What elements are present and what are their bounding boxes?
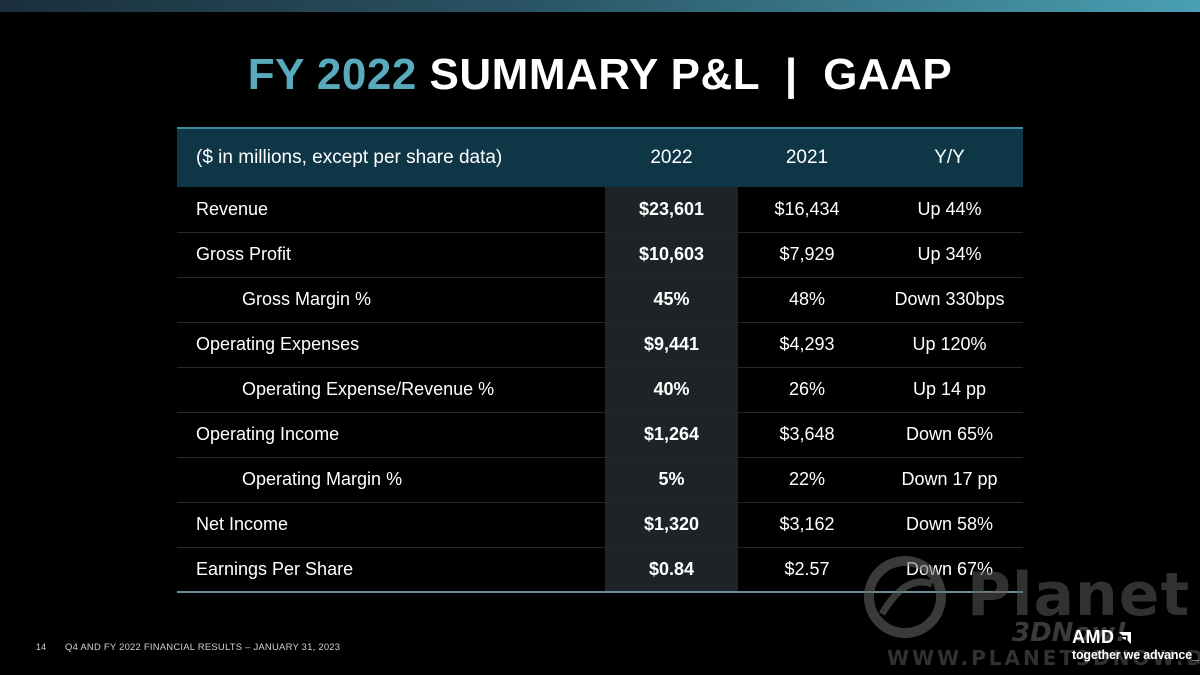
table-header-row: ($ in millions, except per share data) 2… xyxy=(177,128,1023,187)
value-2021: $16,434 xyxy=(774,198,840,219)
amd-tagline: together we advance_ xyxy=(1072,648,1199,662)
value-2022: $1,320 xyxy=(605,502,738,547)
row-label: Net Income xyxy=(196,514,289,534)
value-yoy: Up 44% xyxy=(917,198,982,219)
table-row: Revenue $23,601 $16,434 Up 44% xyxy=(177,187,1023,232)
table-row: Operating Expenses $9,441 $4,293 Up 120% xyxy=(177,322,1023,367)
row-label: Operating Margin % xyxy=(242,469,403,489)
value-yoy: Down 65% xyxy=(905,424,994,444)
value-2022: $9,441 xyxy=(605,322,738,367)
table-row: Earnings Per Share $0.84 $2.57 Down 67% xyxy=(177,547,1023,592)
table-row: Net Income $1,320 $3,162 Down 58% xyxy=(177,502,1023,547)
row-label: Operating Expense/Revenue % xyxy=(242,379,495,399)
value-yoy: Down 67% xyxy=(905,558,994,579)
column-header-2022: 2022 xyxy=(605,128,738,187)
footer-text: Q4 AND FY 2022 FINANCIAL RESULTS – JANUA… xyxy=(65,642,341,653)
table-row: Operating Margin % 5% 22% Down 17 pp xyxy=(177,457,1023,502)
row-label: Revenue xyxy=(196,198,269,219)
value-yoy: Down 330bps xyxy=(894,289,1005,309)
value-2021: 22% xyxy=(788,469,826,489)
value-yoy: Up 120% xyxy=(912,334,987,354)
column-header-2021: 2021 xyxy=(785,147,829,168)
slide-title-accent: FY 2022 xyxy=(247,50,417,99)
value-2022: 40% xyxy=(605,367,738,412)
summary-pl-table: ($ in millions, except per share data) 2… xyxy=(177,127,1023,593)
table-row: Operating Income $1,264 $3,648 Down 65% xyxy=(177,412,1023,457)
row-label: Operating Income xyxy=(196,424,340,444)
value-2022: $1,264 xyxy=(605,412,738,457)
row-label: Earnings Per Share xyxy=(196,558,354,579)
amd-logo: AMD xyxy=(1072,627,1132,648)
row-label: Gross Profit xyxy=(196,244,292,264)
value-2021: 48% xyxy=(788,289,826,309)
page-number: 14 xyxy=(36,642,47,652)
column-header-label: ($ in millions, except per share data) xyxy=(196,147,503,168)
value-2021: $4,293 xyxy=(779,334,835,354)
column-header-yoy: Y/Y xyxy=(934,147,965,168)
amd-arrow-icon xyxy=(1118,631,1131,644)
value-2022: $0.84 xyxy=(605,547,738,592)
table-row: Gross Profit $10,603 $7,929 Up 34% xyxy=(177,232,1023,277)
value-2022: $23,601 xyxy=(605,187,738,232)
row-label: Operating Expenses xyxy=(196,334,360,354)
value-2022: 45% xyxy=(605,277,738,322)
slide-title-rest: SUMMARY P&L | GAAP xyxy=(416,50,953,99)
value-2021: $3,648 xyxy=(779,424,835,444)
value-2021: 26% xyxy=(788,379,826,399)
value-2021: $3,162 xyxy=(779,514,835,534)
value-yoy: Up 34% xyxy=(917,244,982,264)
slide-title: FY 2022 SUMMARY P&L | GAAP xyxy=(0,50,1200,100)
table-row: Operating Expense/Revenue % 40% 26% Up 1… xyxy=(177,367,1023,412)
amd-logo-text: AMD xyxy=(1072,627,1115,647)
value-2021: $2.57 xyxy=(784,558,830,579)
value-yoy: Down 58% xyxy=(905,514,994,534)
value-yoy: Down 17 pp xyxy=(901,469,998,489)
value-2021: $7,929 xyxy=(779,244,835,264)
value-2022: $10,603 xyxy=(605,232,738,277)
row-label: Gross Margin % xyxy=(242,289,372,309)
value-2022: 5% xyxy=(605,457,738,502)
value-yoy: Up 14 pp xyxy=(912,379,987,399)
table-row: Gross Margin % 45% 48% Down 330bps xyxy=(177,277,1023,322)
top-accent-bar xyxy=(0,0,1200,12)
